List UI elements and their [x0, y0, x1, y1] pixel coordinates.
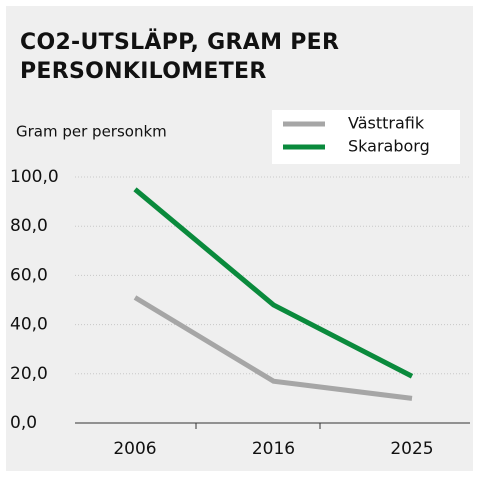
- x-tick-label: 2006: [113, 439, 156, 459]
- y-tick-label: 80,0: [10, 216, 48, 236]
- x-tick-label: 2025: [390, 439, 433, 459]
- y-axis-label: Gram per personkm: [16, 123, 167, 141]
- series-line: [133, 295, 413, 401]
- legend-label: Skaraborg: [348, 137, 430, 156]
- y-tick-label: 0,0: [10, 413, 37, 433]
- legend-label: Västtrafik: [348, 114, 425, 133]
- y-tick-label: 100,0: [10, 167, 59, 187]
- legend-box: [272, 110, 460, 164]
- y-tick-label: 40,0: [10, 315, 48, 335]
- chart-title: CO2-UTSLÄPP, GRAM PER PERSONKILOMETER: [20, 30, 340, 84]
- y-tick-label: 60,0: [10, 265, 48, 285]
- y-tick-label: 20,0: [10, 364, 48, 384]
- panel: [6, 6, 473, 471]
- x-tick-label: 2016: [252, 439, 295, 459]
- series-line: [133, 187, 414, 379]
